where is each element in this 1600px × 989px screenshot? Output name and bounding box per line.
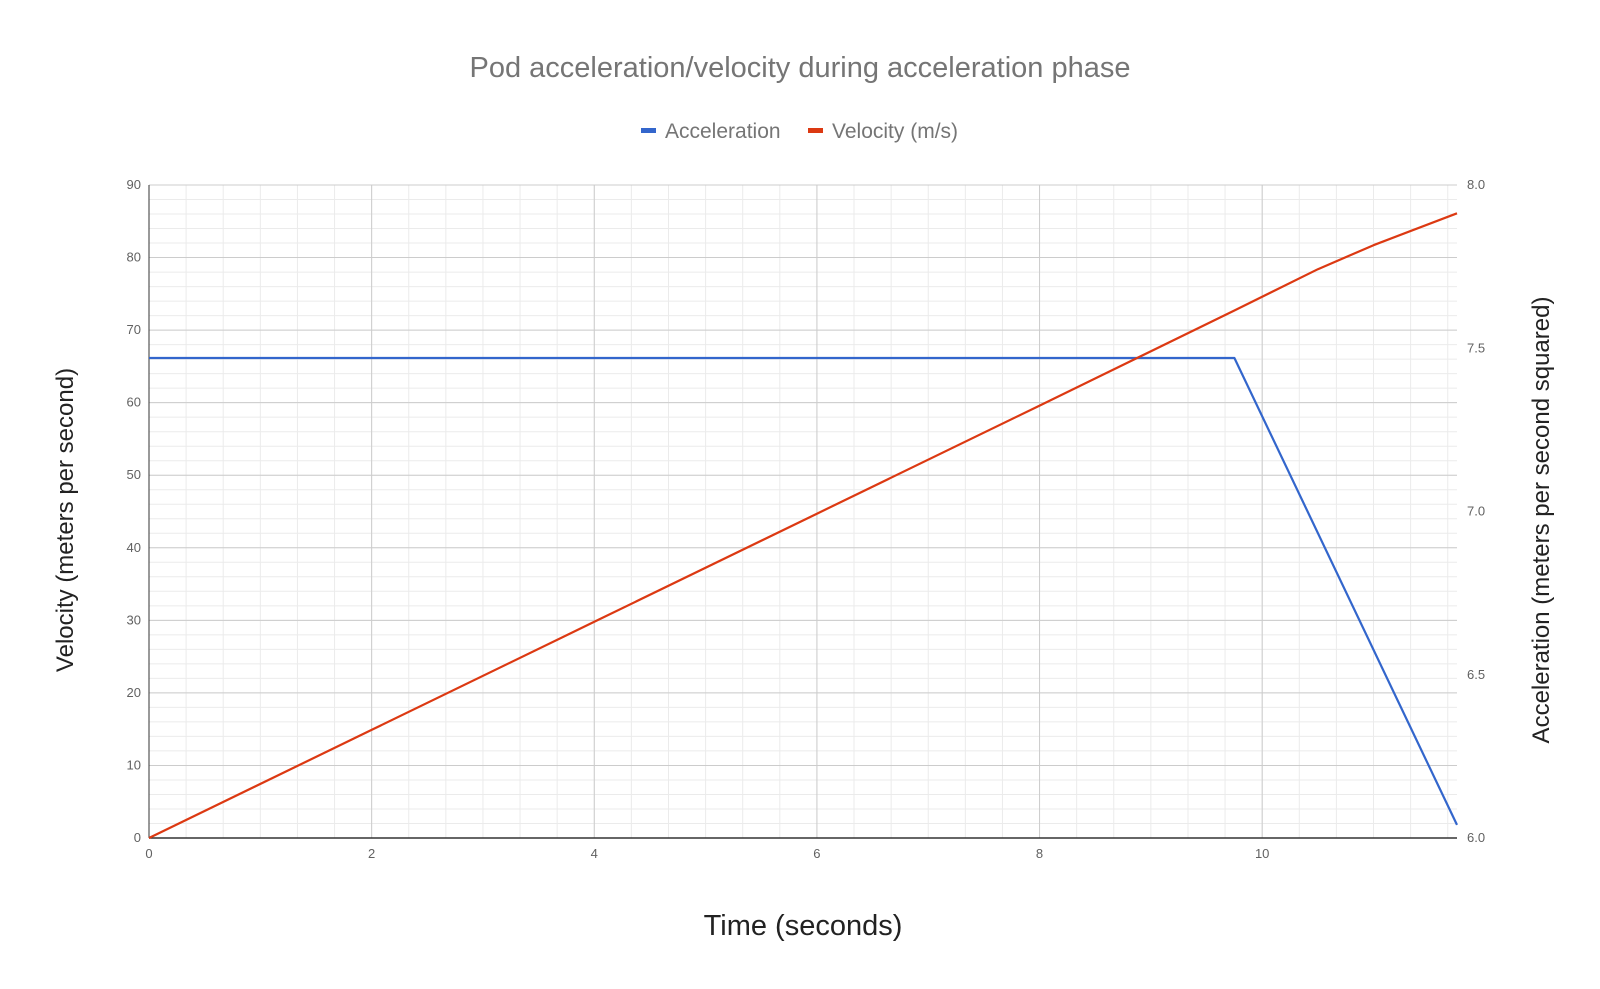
chart-title: Pod acceleration/velocity during acceler… <box>470 52 1131 84</box>
series-lines <box>148 212 1458 839</box>
y-left-tick-label: 60 <box>127 395 141 410</box>
legend-swatch-acceleration <box>641 128 656 133</box>
legend-swatch-velocity <box>808 128 823 133</box>
x-axis-title: Time (seconds) <box>704 910 903 942</box>
y-left-tick-label: 70 <box>127 322 141 337</box>
y-axis-left-title: Velocity (meters per second) <box>52 368 79 672</box>
series-line-velocity-m-s <box>148 212 1458 839</box>
axes <box>148 185 1457 839</box>
y-right-tick-label: 6.0 <box>1467 830 1485 845</box>
x-tick-label: 6 <box>813 846 820 861</box>
series-line-acceleration <box>149 356 1458 826</box>
y-left-tick-label: 90 <box>127 177 141 192</box>
y-left-tick-label: 20 <box>127 685 141 700</box>
y-right-tick-label: 7.5 <box>1467 340 1485 355</box>
x-tick-label: 4 <box>591 846 598 861</box>
legend-label-acceleration: Acceleration <box>665 120 781 143</box>
y-left-tick-label: 50 <box>127 467 141 482</box>
y-left-tick-label: 10 <box>127 757 141 772</box>
x-tick-label: 2 <box>368 846 375 861</box>
y-right-tick-label: 8.0 <box>1467 177 1485 192</box>
y-right-tick-label: 6.5 <box>1467 667 1485 682</box>
gridlines <box>148 184 1457 839</box>
y-left-tick-label: 40 <box>127 540 141 555</box>
y-left-tick-label: 0 <box>134 830 141 845</box>
tick-labels: 0 2 4 6 8 10 0 10 20 30 40 50 60 70 80 90 6.0 6.5 7.0 7.5 8.… <box>127 177 1486 861</box>
legend-label-velocity: Velocity (m/s) <box>832 120 958 143</box>
y-left-tick-label: 30 <box>127 612 141 627</box>
legend: Acceleration Velocity (m/s) <box>641 120 958 143</box>
x-tick-label: 10 <box>1255 846 1269 861</box>
y-right-tick-label: 7.0 <box>1467 504 1485 519</box>
y-left-tick-label: 80 <box>127 250 141 265</box>
x-tick-label: 0 <box>145 846 152 861</box>
x-tick-label: 8 <box>1036 846 1043 861</box>
y-axis-right-title: Acceleration (meters per second squared) <box>1528 297 1555 744</box>
